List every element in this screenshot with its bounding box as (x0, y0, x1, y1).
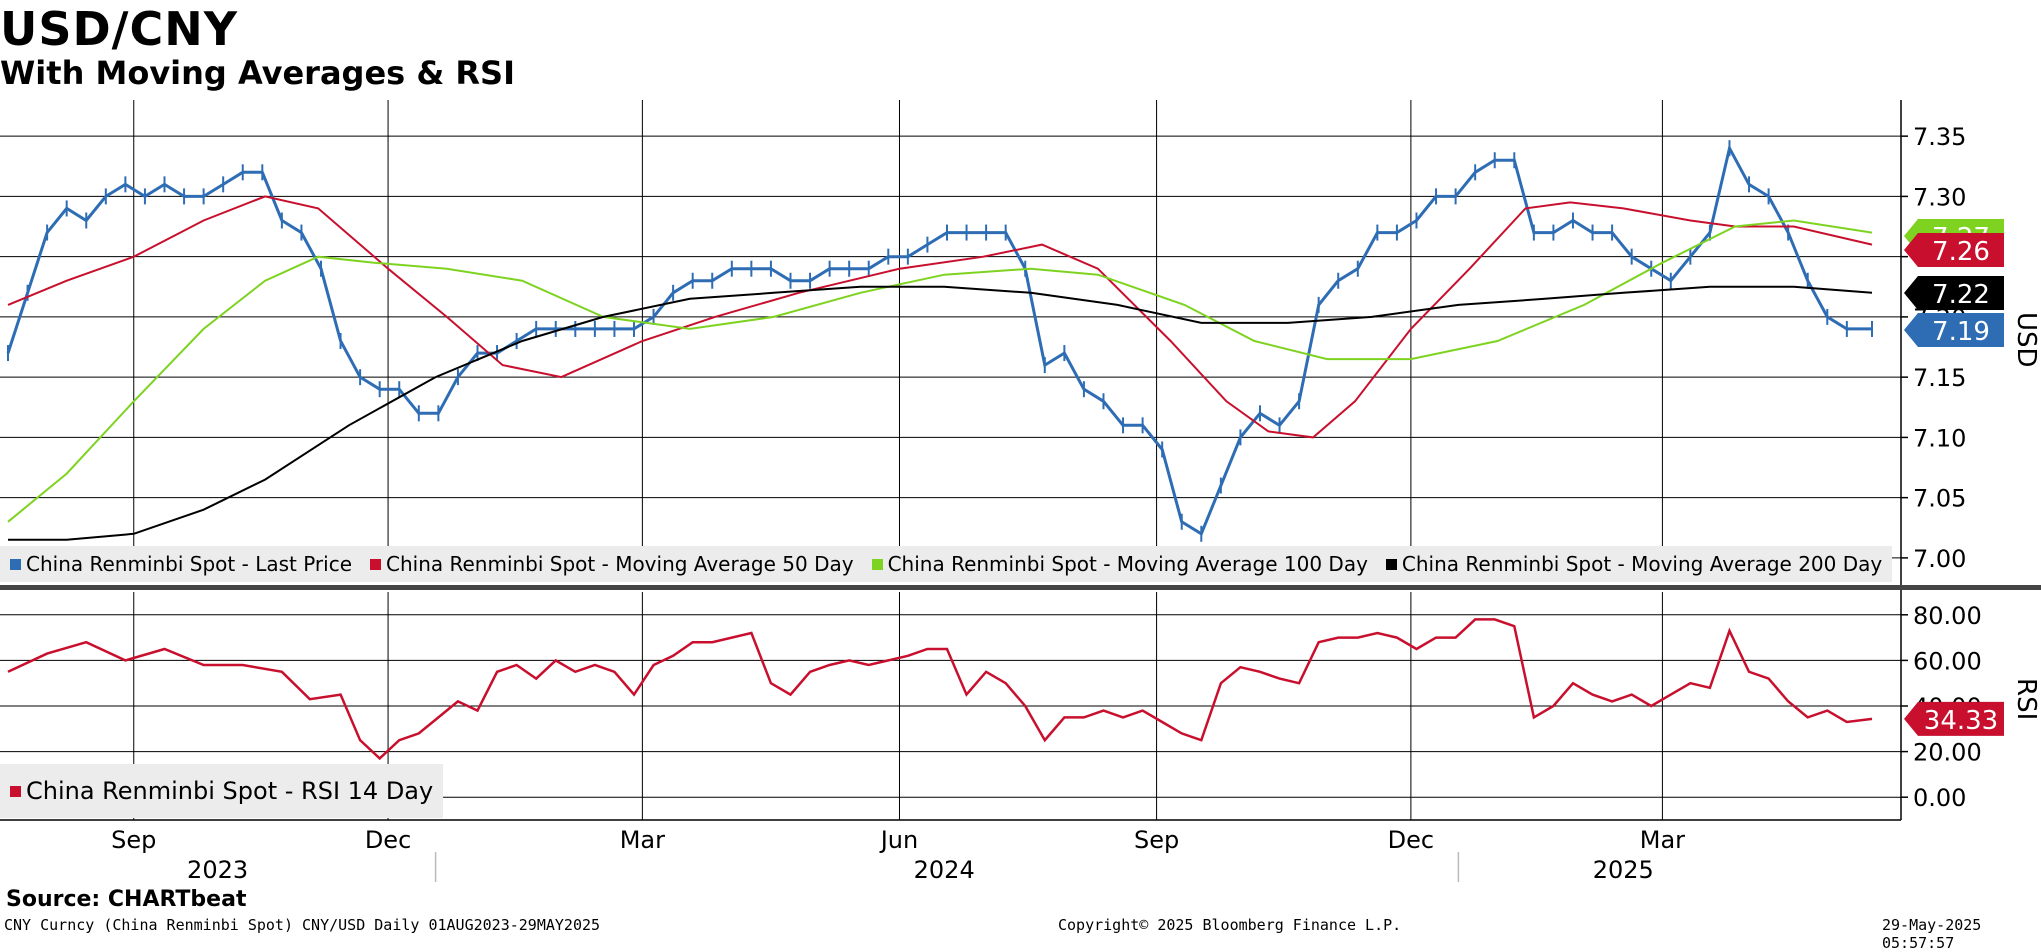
price-tick-label: 7.15 (1913, 364, 1966, 392)
last-value-tag-ma50 (1904, 233, 2004, 267)
series-line-ma50 (7, 195, 1873, 439)
price-tick-label: 7.35 (1913, 123, 1966, 151)
chart-title: USD/CNY (0, 2, 239, 56)
x-year-label: 2024 (914, 856, 975, 884)
price-tick-label: 7.10 (1913, 424, 1966, 452)
legend-item-ma50: China Renminbi Spot - Moving Average 50 … (370, 552, 854, 576)
x-month-label: Mar (620, 826, 665, 854)
legend-swatch-ma100 (871, 558, 883, 570)
x-month-label: Dec (1388, 826, 1434, 854)
rsi-tick-label: 0.00 (1913, 784, 1966, 812)
last-value-tag-ma200 (1904, 276, 2004, 310)
x-month-label: Dec (365, 826, 411, 854)
price-legend: China Renminbi Spot - Last Price China R… (0, 546, 1893, 582)
series-line-price (6, 143, 1872, 537)
legend-label-ma50: China Renminbi Spot - Moving Average 50 … (386, 552, 854, 576)
last-value-label-ma50: 7.26 (1932, 237, 1990, 267)
last-value-label-ma200: 7.22 (1932, 280, 1990, 310)
rsi-y-axis-label: RSI (2011, 678, 2041, 721)
price-y-axis-label: USD (2011, 312, 2041, 368)
rsi-tick-label: 60.00 (1913, 647, 1982, 675)
x-month-label: Sep (111, 826, 156, 854)
panel-separator (0, 585, 2041, 590)
series-line-ma100 (7, 219, 1873, 523)
legend-swatch-ma50 (370, 558, 381, 570)
legend-swatch-last-price (10, 558, 21, 570)
last-value-label-rsi: 34.33 (1924, 706, 1998, 736)
last-value-tag-price (1904, 313, 2004, 347)
x-month-label: Jun (879, 826, 919, 854)
legend-swatch-ma200 (1385, 558, 1397, 570)
footer-description: CNY Curncy (China Renminbi Spot) CNY/USD… (4, 916, 601, 934)
x-month-label: Mar (1640, 826, 1685, 854)
x-year-label: 2023 (187, 856, 248, 884)
source-note: Source: CHARTbeat (6, 887, 247, 912)
rsi-tick-label: 80.00 (1913, 602, 1982, 630)
legend-swatch-rsi (10, 785, 21, 797)
legend-label-rsi: China Renminbi Spot - RSI 14 Day (26, 777, 434, 805)
series-line-rsi (7, 618, 1873, 761)
legend-item-last-price: China Renminbi Spot - Last Price (10, 552, 352, 576)
legend-item-ma100: China Renminbi Spot - Moving Average 100… (871, 552, 1368, 576)
price-tick-label: 7.00 (1913, 545, 1966, 573)
x-month-label: Sep (1134, 826, 1179, 854)
last-value-label-price: 7.19 (1932, 317, 1990, 347)
legend-label-last-price: China Renminbi Spot - Last Price (26, 552, 352, 576)
legend-item-rsi: China Renminbi Spot - RSI 14 Day (10, 777, 433, 805)
legend-label-ma100: China Renminbi Spot - Moving Average 100… (887, 552, 1368, 576)
rsi-legend: China Renminbi Spot - RSI 14 Day (0, 764, 444, 818)
rsi-tick-label: 20.00 (1913, 739, 1982, 767)
price-tick-label: 7.30 (1913, 183, 1966, 211)
footer-copyright: Copyright© 2025 Bloomberg Finance L.P. (1058, 916, 1402, 934)
series-line-ma200 (8, 285, 1873, 541)
footer-timestamp: 29-May-2025 05:57:57 (1882, 916, 1982, 952)
x-year-label: 2025 (1593, 856, 1654, 884)
price-tick-label: 7.05 (1913, 485, 1966, 513)
chart-subtitle: With Moving Averages & RSI (0, 54, 515, 92)
last-value-tag-rsi (1904, 701, 2004, 736)
legend-item-ma200: China Renminbi Spot - Moving Average 200… (1385, 552, 1883, 576)
legend-label-ma200: China Renminbi Spot - Moving Average 200… (1401, 552, 1883, 576)
